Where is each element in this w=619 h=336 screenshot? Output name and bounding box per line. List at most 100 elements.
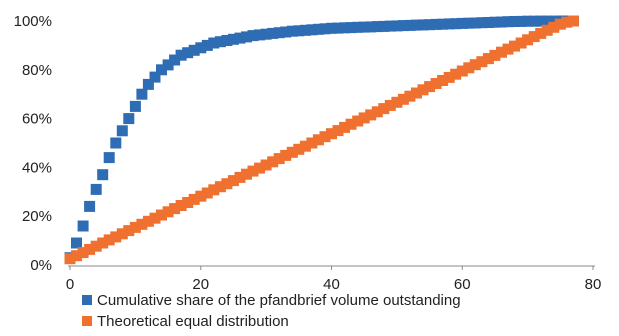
data-point (116, 125, 128, 137)
data-point (339, 121, 351, 133)
data-point (352, 21, 364, 33)
data-point (345, 118, 357, 130)
data-point (482, 17, 494, 28)
data-point (123, 225, 135, 237)
x-tick-label: 0 (66, 276, 74, 293)
data-point (273, 153, 285, 165)
data-point (280, 26, 292, 38)
data-point (358, 112, 370, 124)
data-point (77, 220, 89, 232)
data-point (482, 53, 494, 65)
data-point (535, 27, 547, 39)
y-axis: 0% 20% 40% 60% 80% 100% (14, 13, 52, 274)
x-tick-label: 40 (323, 276, 340, 293)
data-point (293, 25, 305, 37)
data-point (156, 64, 167, 76)
data-point (332, 22, 344, 34)
data-point (162, 59, 174, 71)
data-point (554, 18, 566, 30)
data-point (522, 15, 534, 27)
data-point (397, 20, 409, 32)
data-point (450, 18, 462, 30)
data-point (567, 15, 579, 27)
data-point (162, 206, 174, 218)
data-point (136, 88, 148, 100)
y-tick-label: 60% (22, 111, 52, 128)
data-point (384, 20, 396, 32)
data-point (175, 49, 187, 61)
data-point (326, 128, 337, 140)
data-point (71, 237, 82, 249)
data-point (548, 15, 560, 27)
x-axis: 0 20 40 60 80 (66, 265, 602, 293)
data-point (411, 19, 422, 31)
data-point (254, 29, 266, 41)
data-point (476, 56, 488, 68)
plot-area (64, 15, 579, 265)
data-point (90, 183, 102, 195)
data-point (332, 125, 344, 137)
data-point (430, 78, 442, 89)
data-point (463, 62, 475, 74)
data-point (149, 212, 161, 224)
data-point (391, 20, 403, 32)
data-point (247, 30, 259, 42)
data-point (417, 19, 429, 31)
data-point (515, 15, 527, 27)
data-point (548, 21, 560, 33)
data-point (404, 90, 416, 102)
data-point (489, 16, 501, 28)
data-point (339, 22, 351, 34)
data-point (247, 165, 259, 177)
data-point (71, 250, 82, 262)
data-point (103, 234, 115, 246)
y-tick-label: 80% (22, 62, 52, 79)
data-point (522, 34, 534, 46)
legend-swatch (82, 316, 92, 326)
data-point (541, 24, 553, 36)
data-point (267, 156, 279, 168)
data-point (326, 22, 337, 34)
x-tick-label: 80 (585, 276, 602, 293)
data-point (227, 175, 239, 187)
data-point (175, 200, 187, 211)
data-point (227, 33, 239, 45)
data-point (319, 23, 331, 35)
legend-swatch (82, 295, 92, 305)
data-point (535, 15, 547, 27)
legend-label: Theoretical equal distribution (97, 313, 289, 330)
data-point (319, 131, 331, 143)
data-point (142, 78, 154, 90)
data-point (293, 143, 305, 155)
data-point (417, 84, 429, 96)
data-point (397, 93, 409, 105)
y-tick-label: 20% (22, 208, 52, 225)
data-point (299, 24, 311, 36)
data-point (358, 21, 370, 33)
data-point (241, 168, 252, 180)
data-point (515, 37, 527, 49)
data-point (306, 137, 318, 149)
data-point (299, 140, 311, 152)
data-point (430, 18, 442, 30)
data-point (136, 218, 148, 230)
data-point (489, 49, 501, 61)
data-point (286, 25, 298, 37)
data-point (561, 16, 573, 28)
data-point (312, 23, 324, 35)
data-point (456, 17, 468, 29)
data-point (456, 65, 468, 77)
y-tick-label: 0% (30, 257, 52, 274)
data-point (169, 54, 181, 66)
data-point (528, 31, 540, 43)
data-point (463, 17, 475, 29)
data-point (156, 209, 167, 221)
data-point (214, 36, 226, 48)
data-point (509, 16, 520, 27)
data-point (443, 18, 455, 30)
data-point (182, 197, 194, 208)
data-point (129, 100, 141, 112)
data-point (280, 149, 292, 161)
data-point (528, 15, 540, 27)
